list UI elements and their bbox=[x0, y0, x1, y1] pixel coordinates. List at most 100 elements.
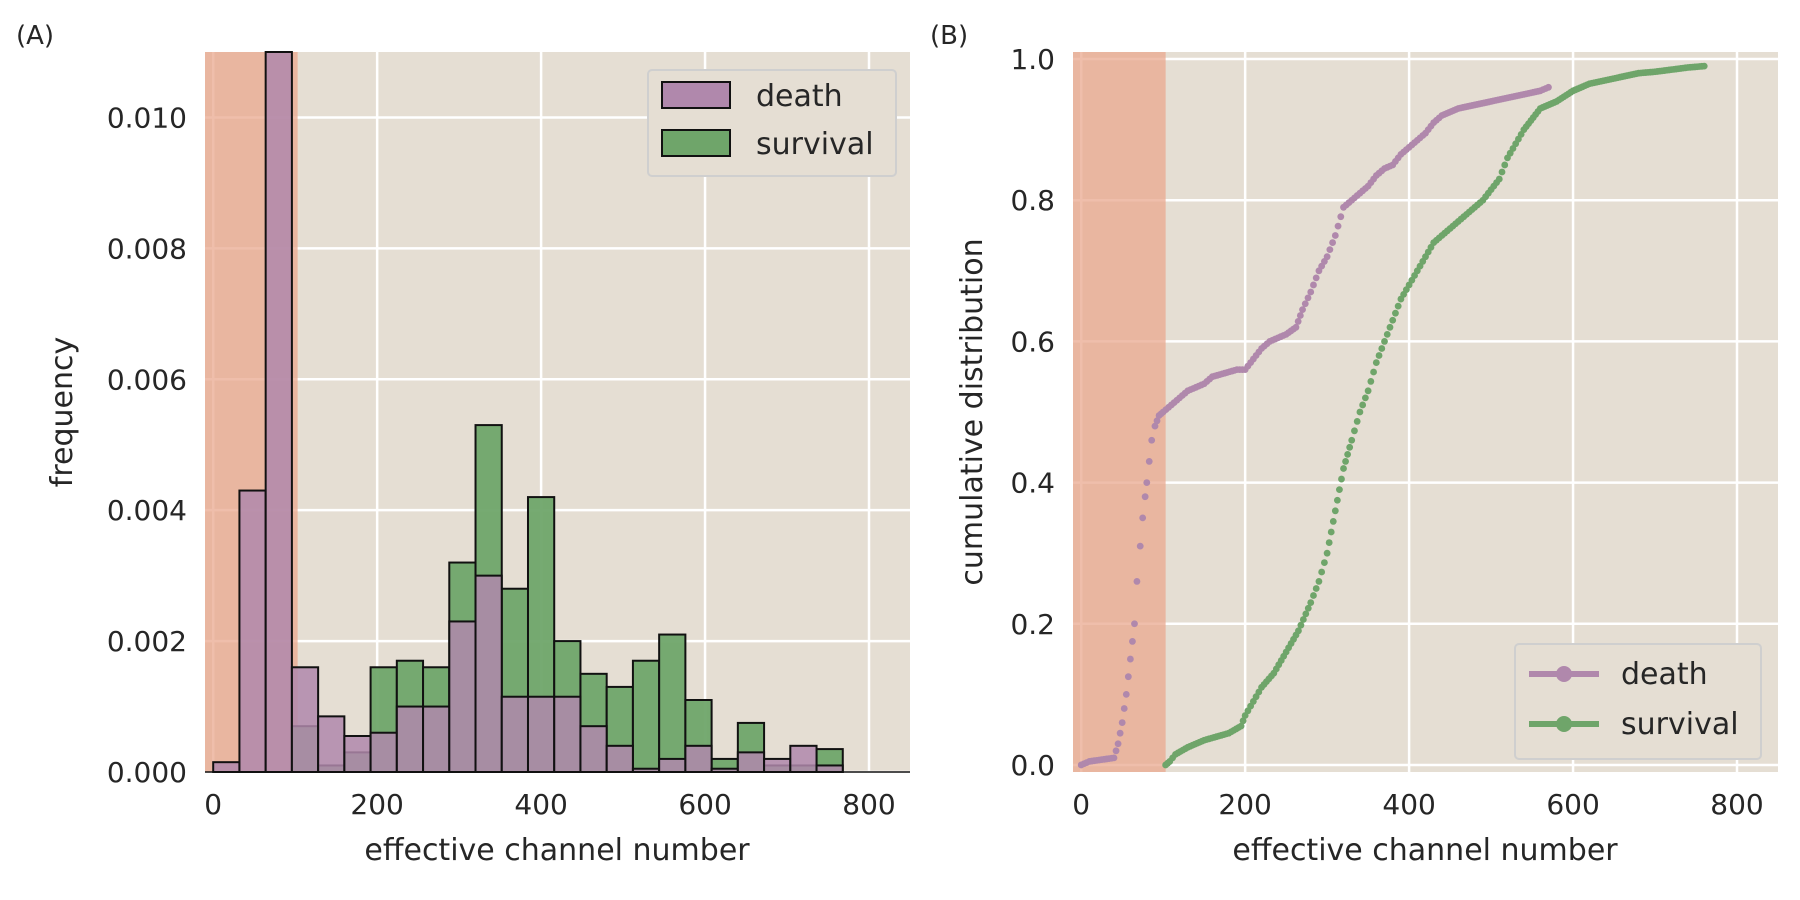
ecdf-point-survival bbox=[1312, 585, 1320, 592]
legend-swatch-survival bbox=[661, 129, 731, 157]
plotA-x-tick-label: 400 bbox=[514, 788, 567, 821]
ecdf-point-survival bbox=[1394, 302, 1402, 310]
ecdf-point-survival bbox=[1351, 427, 1358, 435]
ecdf-point-death bbox=[1131, 620, 1138, 628]
ecdf-point-death bbox=[1294, 318, 1302, 325]
plotB-x-tick-label: 200 bbox=[1218, 788, 1271, 821]
ecdf-point-survival bbox=[1297, 621, 1305, 629]
histogram-bar-death bbox=[526, 695, 556, 774]
plot-b-y-ticks: 0.0 0.2 0.4 0.6 0.8 1.0 bbox=[1010, 43, 1055, 782]
ecdf-point-death bbox=[1139, 514, 1147, 522]
plot-a-y-ticks: 0.000 0.002 0.004 0.006 0.008 0.010 bbox=[107, 101, 187, 789]
plot-a-bars bbox=[205, 51, 910, 774]
ecdf-point-survival bbox=[1700, 62, 1708, 70]
histogram-bar-death bbox=[553, 695, 582, 774]
ecdf-point-death bbox=[1331, 232, 1339, 239]
histogram-bar-death bbox=[605, 744, 634, 773]
plotA-y-tick-label: 0.006 bbox=[107, 363, 187, 396]
ecdf-point-death bbox=[1310, 281, 1317, 289]
ecdf-point-death bbox=[1301, 300, 1309, 308]
plot-a-x-axis-label: effective channel number bbox=[364, 833, 750, 868]
ecdf-point-death bbox=[1323, 253, 1331, 261]
plot-b-shaded-region bbox=[1073, 52, 1166, 772]
ecdf-point-survival bbox=[1336, 486, 1343, 494]
ecdf-point-death bbox=[1110, 754, 1118, 762]
histogram-bar-death bbox=[658, 757, 687, 774]
ecdf-point-survival bbox=[1307, 599, 1315, 606]
panel-a: 0 200 400 600 800 0.0000.0020.0040.0060.0080… bbox=[16, 21, 910, 868]
ecdf-point-survival bbox=[1370, 368, 1377, 376]
plot-a-legend: death survival bbox=[647, 69, 897, 177]
plot-b-legend: death survival bbox=[1514, 643, 1762, 760]
plot-b-y-axis-label: cumulative distribution bbox=[955, 238, 990, 585]
histogram-bar-survival bbox=[631, 659, 661, 774]
ecdf-point-death bbox=[1151, 422, 1159, 430]
legend-marker-survival bbox=[1556, 716, 1572, 732]
legend-marker-death bbox=[1556, 666, 1572, 682]
ecdf-point-survival bbox=[1348, 436, 1356, 444]
legend-label-death: death bbox=[756, 79, 843, 114]
legend-label-survival: survival bbox=[1621, 707, 1739, 742]
ecdf-point-death bbox=[1326, 246, 1334, 254]
ecdf-point-survival bbox=[1320, 559, 1328, 566]
ecdf-point-survival bbox=[1329, 518, 1337, 525]
histogram-bar-death bbox=[579, 725, 608, 774]
histogram-bar-death bbox=[212, 761, 241, 774]
histogram-bar-death bbox=[815, 764, 844, 773]
ecdf-point-survival bbox=[1239, 717, 1247, 725]
ecdf-point-death bbox=[1304, 294, 1312, 302]
ecdf-point-death bbox=[1143, 479, 1151, 486]
ecdf-point-survival bbox=[1378, 345, 1386, 352]
ecdf-point-death bbox=[1545, 83, 1552, 91]
legend-swatch-death bbox=[661, 81, 731, 109]
ecdf-point-death bbox=[1296, 312, 1304, 319]
ecdf-point-survival bbox=[1501, 161, 1509, 169]
histogram-bar-death bbox=[474, 574, 503, 773]
ecdf-point-survival bbox=[1495, 175, 1503, 183]
histogram-bar-death bbox=[395, 705, 425, 774]
plot-b-x-axis-label: effective channel number bbox=[1232, 833, 1618, 868]
legend-label-death: death bbox=[1621, 657, 1708, 692]
ecdf-point-survival bbox=[1364, 387, 1372, 395]
plotB-x-tick-label: 600 bbox=[1546, 788, 1599, 821]
ecdf-point-survival bbox=[1295, 627, 1302, 635]
panel-a-label: (A) bbox=[16, 21, 54, 51]
ecdf-point-survival bbox=[1361, 394, 1369, 402]
plotA-y-tick-label: 0.008 bbox=[107, 232, 187, 265]
ecdf-point-death bbox=[1136, 542, 1144, 550]
plotB-x-tick-label: 0 bbox=[1072, 788, 1090, 821]
plotA-y-tick-label: 0.004 bbox=[107, 494, 187, 527]
plot-a-y-axis-label: frequency bbox=[45, 337, 80, 487]
ecdf-point-death bbox=[1118, 719, 1126, 726]
ecdf-point-death bbox=[1307, 288, 1315, 296]
ecdf-point-death bbox=[1312, 274, 1320, 282]
ecdf-point-death bbox=[1126, 655, 1134, 663]
ecdf-point-death bbox=[1133, 578, 1141, 585]
ecdf-point-death bbox=[1148, 436, 1156, 444]
ecdf-point-survival bbox=[1299, 616, 1307, 623]
ecdf-point-survival bbox=[1381, 338, 1388, 345]
panel-b: 0 200 400 600 800 0.0 0.2 0.4 0.6 0.8 1.0 effecti… bbox=[930, 21, 1778, 868]
ecdf-point-death bbox=[1153, 417, 1161, 425]
ecdf-point-survival bbox=[1498, 168, 1506, 176]
ecdf-point-survival bbox=[1375, 352, 1383, 359]
plotB-y-tick-label: 0.2 bbox=[1010, 608, 1055, 641]
plotA-x-tick-label: 600 bbox=[678, 788, 731, 821]
histogram-bar-death bbox=[422, 705, 451, 774]
plotB-y-tick-label: 0.6 bbox=[1010, 325, 1055, 358]
ecdf-point-survival bbox=[1389, 316, 1397, 324]
histogram-bar-death bbox=[290, 666, 320, 773]
histogram-bar-death bbox=[343, 735, 372, 773]
histogram-bar-death bbox=[317, 715, 346, 774]
ecdf-point-death bbox=[1334, 222, 1342, 230]
plotB-y-tick-label: 0.4 bbox=[1010, 467, 1055, 500]
plotA-y-tick-label: 0.002 bbox=[107, 625, 187, 658]
ecdf-point-survival bbox=[1342, 458, 1349, 465]
ecdf-point-survival bbox=[1323, 549, 1331, 557]
ecdf-point-survival bbox=[1331, 507, 1339, 515]
histogram-bar-death bbox=[238, 489, 267, 773]
ecdf-point-survival bbox=[1353, 418, 1361, 425]
ecdf-point-survival bbox=[1386, 323, 1394, 331]
ecdf-point-death bbox=[1337, 213, 1345, 221]
